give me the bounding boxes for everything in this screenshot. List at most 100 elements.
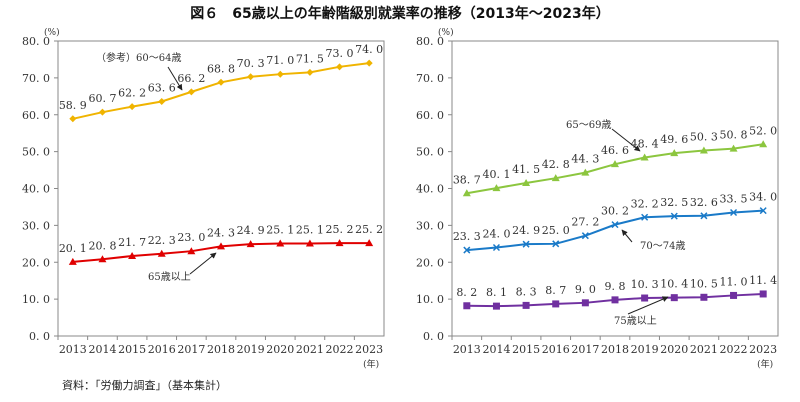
data-label: 24. 0 xyxy=(482,228,510,241)
data-point-x xyxy=(670,212,678,220)
data-label: 9. 8 xyxy=(605,280,626,293)
data-label: 70. 3 xyxy=(237,57,265,70)
data-point-square xyxy=(581,299,589,307)
x-tick-label: 2019 xyxy=(631,343,659,356)
data-label: 60. 7 xyxy=(88,92,116,105)
data-label: 49. 6 xyxy=(660,133,688,146)
x-axis-unit: (年) xyxy=(757,358,773,370)
x-axis-unit: (年) xyxy=(363,358,379,370)
data-label: 11. 0 xyxy=(720,275,748,288)
data-label: 44. 3 xyxy=(571,153,599,166)
x-tick-label: 2013 xyxy=(453,343,481,356)
data-label: 34. 0 xyxy=(749,191,777,204)
y-tick-label: 30. 0 xyxy=(416,219,444,232)
series-annotation: 65歳以上 xyxy=(148,271,191,283)
x-mark-stroke xyxy=(700,212,708,220)
data-point-diamond xyxy=(187,88,195,96)
y-tick-label: 50. 0 xyxy=(22,146,50,159)
data-label: 8. 7 xyxy=(545,284,566,297)
data-point-triangle xyxy=(128,251,137,259)
x-tick-label: 2014 xyxy=(482,343,510,356)
data-label: 50. 3 xyxy=(690,131,718,144)
data-point-square xyxy=(522,301,530,309)
data-label: 22. 3 xyxy=(148,234,176,247)
data-point-diamond xyxy=(69,115,77,123)
data-point-triangle xyxy=(729,144,738,152)
data-point-triangle xyxy=(246,240,255,248)
data-label: 40. 1 xyxy=(482,168,510,181)
data-point-x xyxy=(759,207,767,215)
y-tick-label: 10. 0 xyxy=(22,293,50,306)
x-tick-label: 2013 xyxy=(59,343,87,356)
data-label: 11. 4 xyxy=(749,274,777,287)
data-point-triangle xyxy=(68,257,77,265)
y-axis-unit: (%) xyxy=(44,27,60,38)
data-label: 74. 0 xyxy=(355,43,383,56)
data-label: 52. 0 xyxy=(749,124,777,137)
y-tick-label: 40. 0 xyxy=(22,183,50,196)
data-label: 24. 3 xyxy=(207,226,235,239)
data-point-triangle xyxy=(157,249,166,257)
data-label: 30. 2 xyxy=(601,205,629,218)
x-tick-label: 2021 xyxy=(296,343,324,356)
series-annotation: 75歳以上 xyxy=(614,315,657,327)
data-label: 25. 2 xyxy=(355,223,383,236)
x-mark-stroke xyxy=(522,240,530,248)
y-tick-label: 20. 0 xyxy=(22,256,50,269)
y-tick-label: 40. 0 xyxy=(416,183,444,196)
x-mark-stroke xyxy=(670,212,678,220)
figure-title: 図６ 65歳以上の年齢階級別就業率の推移（2013年～2023年） xyxy=(190,6,610,22)
data-point-square xyxy=(670,294,678,302)
data-point-diamond xyxy=(247,73,255,81)
x-mark-stroke xyxy=(463,246,471,254)
data-point-diamond xyxy=(306,68,314,76)
y-tick-label: 80. 0 xyxy=(22,35,50,48)
data-label: 10. 3 xyxy=(631,278,659,291)
x-mark-stroke xyxy=(552,240,560,248)
data-point-triangle xyxy=(522,178,531,186)
x-tick-label: 2016 xyxy=(542,343,570,356)
x-tick-label: 2015 xyxy=(118,343,146,356)
data-label: 25. 1 xyxy=(266,223,294,236)
x-tick-label: 2020 xyxy=(660,343,688,356)
data-label: 38. 7 xyxy=(453,173,481,186)
data-point-x xyxy=(730,208,738,216)
data-label: 24. 9 xyxy=(512,224,540,237)
x-tick-label: 2022 xyxy=(720,343,748,356)
data-point-triangle xyxy=(462,189,471,197)
data-point-triangle xyxy=(551,174,560,182)
y-tick-label: 80. 0 xyxy=(416,35,444,48)
data-label: 48. 4 xyxy=(631,138,659,151)
data-point-x xyxy=(611,221,619,229)
data-point-square xyxy=(552,300,560,308)
source-note: 資料：「労働力調査」（基本集計） xyxy=(62,379,227,392)
data-point-x xyxy=(522,240,530,248)
x-tick-label: 2023 xyxy=(749,343,777,356)
data-label: 8. 2 xyxy=(456,286,477,299)
data-point-triangle xyxy=(640,153,649,161)
data-point-square xyxy=(730,291,738,299)
data-point-x xyxy=(581,232,589,240)
x-tick-label: 2015 xyxy=(512,343,540,356)
annotation-arrow xyxy=(611,128,641,152)
data-point-square xyxy=(700,293,708,301)
data-point-triangle xyxy=(365,239,374,247)
y-tick-label: 70. 0 xyxy=(416,72,444,85)
data-point-x xyxy=(463,246,471,254)
x-tick-label: 2016 xyxy=(148,343,176,356)
y-tick-label: 0. 0 xyxy=(29,330,50,343)
annotation-arrow xyxy=(167,66,183,91)
annotation-arrow xyxy=(189,252,217,275)
data-label: 21. 7 xyxy=(118,236,146,249)
x-mark-stroke xyxy=(759,207,767,215)
x-mark-stroke xyxy=(641,213,649,221)
y-tick-label: 60. 0 xyxy=(416,109,444,122)
annotation-arrow xyxy=(621,229,633,243)
data-point-square xyxy=(611,296,619,304)
data-label: 32. 5 xyxy=(660,196,688,209)
data-point-triangle xyxy=(305,239,314,247)
data-label: 63. 6 xyxy=(148,81,176,94)
data-point-triangle xyxy=(98,255,107,263)
data-point-triangle xyxy=(670,149,679,157)
y-tick-label: 50. 0 xyxy=(416,146,444,159)
